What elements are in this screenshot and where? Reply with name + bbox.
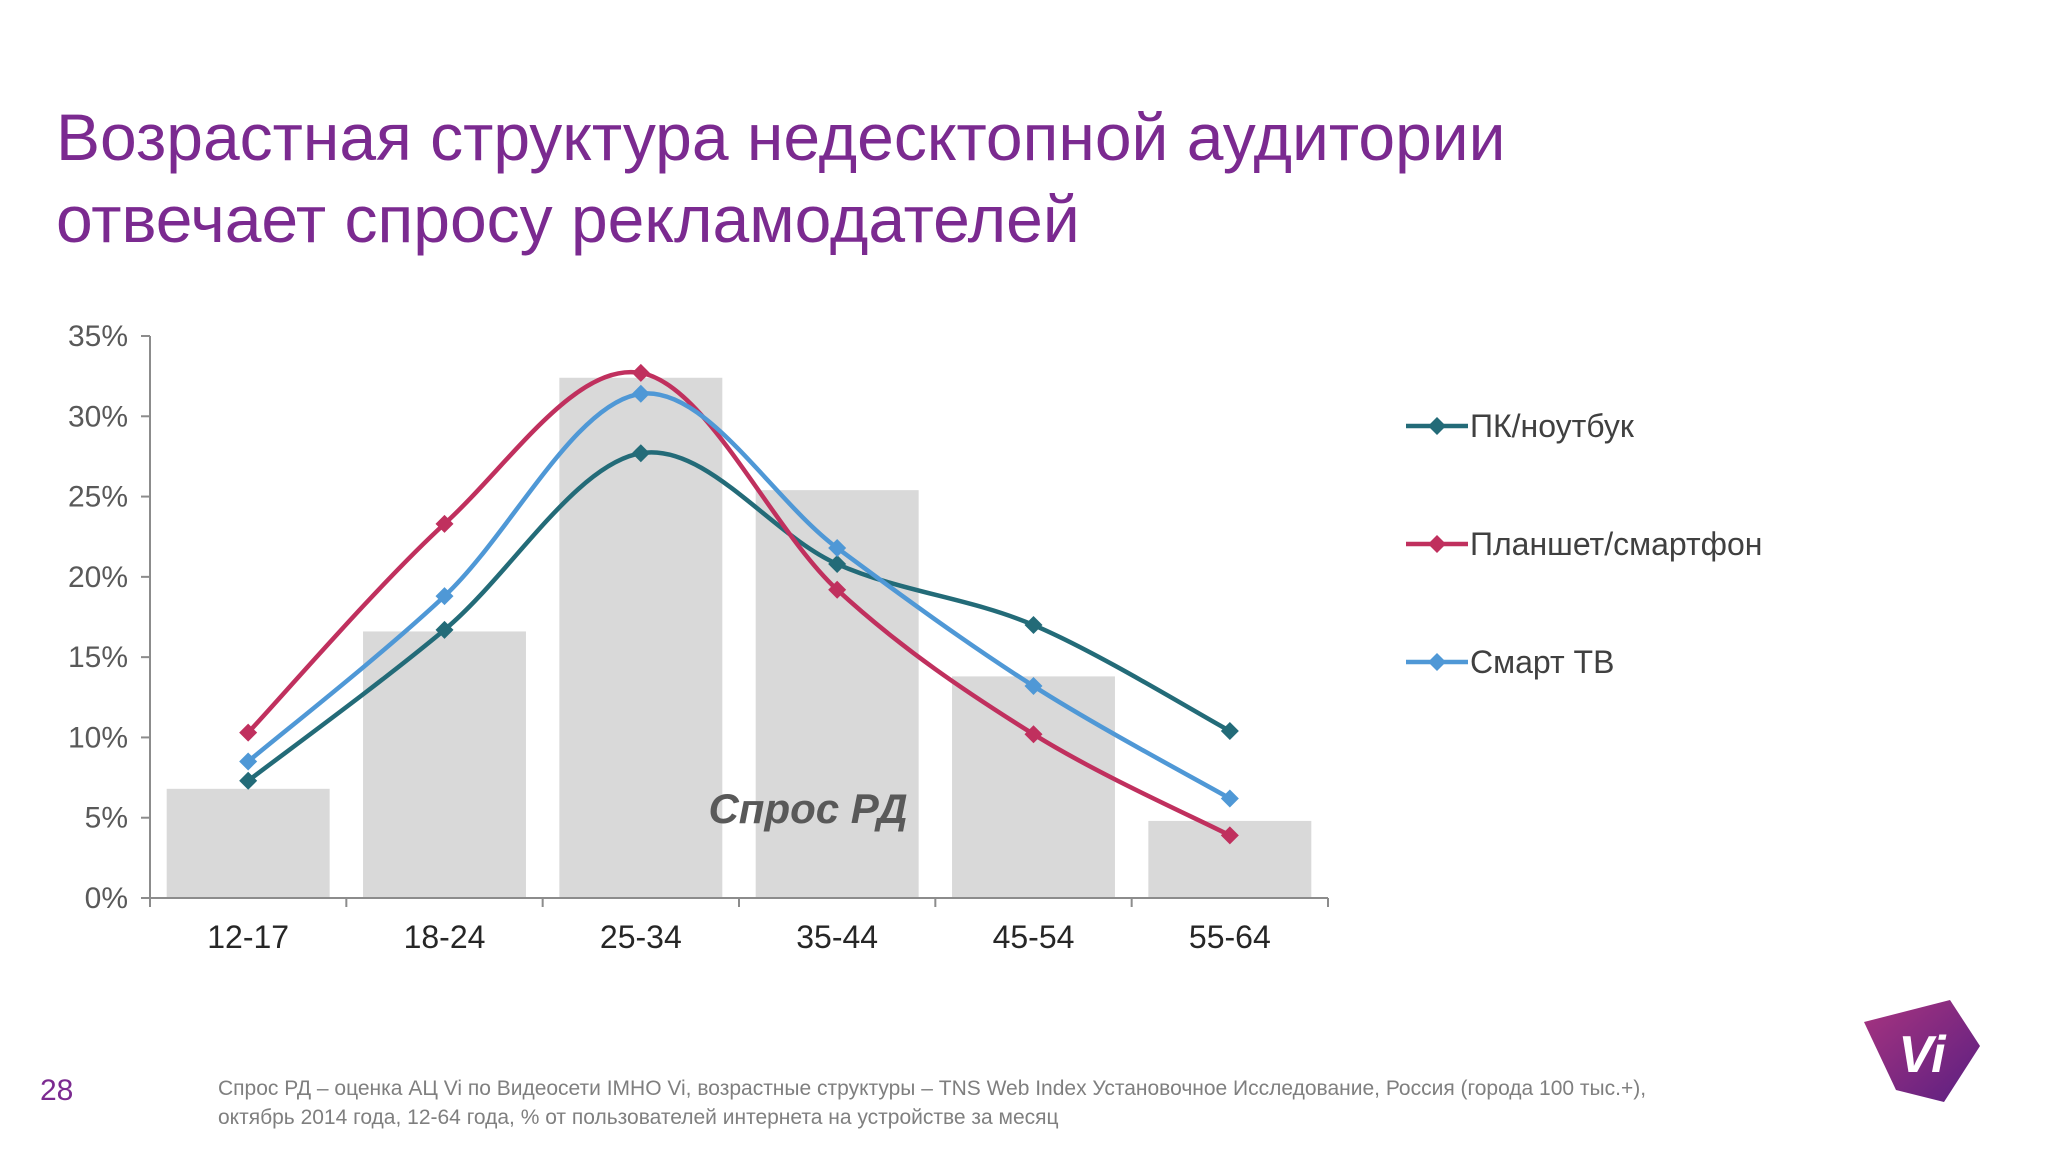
- series-1-point-45-54: [1024, 616, 1043, 635]
- x-tick-label: 12-17: [207, 919, 289, 955]
- y-tick-label: 25%: [68, 481, 128, 514]
- series-line-2: [245, 369, 1233, 838]
- page-number: 28: [40, 1074, 74, 1107]
- slide-title-line-1: Возрастная структура недесктопной аудито…: [56, 100, 1506, 174]
- series-1-point-18-24: [435, 620, 454, 639]
- legend-label-1: ПК/ноутбук: [1470, 408, 1635, 444]
- series-3-point-45-54: [1024, 677, 1043, 696]
- x-tick-label: 55-64: [1189, 919, 1271, 955]
- y-tick-label: 0%: [85, 882, 128, 915]
- demand-bar-12-17: [166, 788, 330, 898]
- vi-logo-text: Vi: [1898, 1026, 1947, 1084]
- x-tick-label: 18-24: [404, 919, 486, 955]
- legend-marker-2: [1428, 535, 1446, 553]
- series-1-point-12-17: [239, 771, 258, 790]
- demand-bar-label: Спрос РД: [708, 785, 907, 832]
- slide-title-line-2: отвечает спросу рекламодателей: [56, 182, 1080, 256]
- series-2-point-18-24: [435, 514, 454, 533]
- legend-marker-1: [1428, 417, 1446, 435]
- series-2-point-55-64: [1220, 826, 1239, 845]
- x-tick-label: 45-54: [993, 919, 1075, 955]
- series-2-point-25-34: [631, 363, 650, 382]
- y-tick-label: 35%: [68, 320, 128, 353]
- legend-label-2: Планшет/смартфон: [1470, 526, 1762, 562]
- series-line-1: [245, 450, 1233, 784]
- series-line-3: [245, 391, 1233, 801]
- series-lines: [239, 363, 1239, 845]
- series-3-point-55-64: [1220, 789, 1239, 808]
- demand-bar-45-54: [952, 676, 1115, 898]
- vi-logo-shape: [1864, 1000, 1980, 1102]
- series-1-point-55-64: [1220, 722, 1239, 741]
- series-2-point-35-44: [828, 580, 847, 599]
- series-2-point-12-17: [239, 723, 258, 742]
- series-1-point-35-44: [828, 555, 847, 574]
- y-tick-label: 20%: [68, 561, 128, 594]
- legend-label-3: Смарт ТВ: [1470, 644, 1614, 680]
- x-tick-label: 25-34: [600, 919, 682, 955]
- y-tick-label: 5%: [85, 802, 128, 835]
- footnote-line-1: Спрос РД – оценка АЦ Vi по Видеосети IMH…: [218, 1077, 1647, 1100]
- series-3-point-35-44: [828, 538, 847, 557]
- slide-title: Возрастная структура недесктопной аудито…: [56, 96, 1956, 260]
- series-1-point-25-34: [631, 444, 650, 463]
- age-structure-chart: 0% 5% 10% 15% 20% 25% 30% 35% 12-17 18-24 25-34 35-…: [68, 320, 1762, 955]
- footnote: Спрос РД – оценка АЦ Vi по Видеосети IMH…: [218, 1074, 1818, 1132]
- demand-bar-18-24: [363, 631, 526, 898]
- y-tick-label: 15%: [68, 641, 128, 674]
- y-tick-label: 10%: [68, 721, 128, 754]
- series-3-point-18-24: [435, 587, 454, 606]
- series-2-point-45-54: [1024, 725, 1043, 744]
- chart-legend: ПК/ноутбук Планшет/смартфон Смарт ТВ: [1406, 408, 1762, 680]
- legend-marker-3: [1428, 653, 1446, 671]
- chart-axes: 0% 5% 10% 15% 20% 25% 30% 35% 12-17 18-24 25-34 35-…: [68, 320, 1329, 955]
- y-tick-label: 30%: [68, 400, 128, 433]
- series-3-point-25-34: [631, 384, 650, 403]
- x-tick-label: 35-44: [796, 919, 878, 955]
- footnote-line-2: октябрь 2014 года, 12-64 года, % от поль…: [218, 1106, 1059, 1129]
- vi-logo: Vi: [1864, 1000, 1980, 1102]
- series-3-point-12-17: [239, 752, 258, 771]
